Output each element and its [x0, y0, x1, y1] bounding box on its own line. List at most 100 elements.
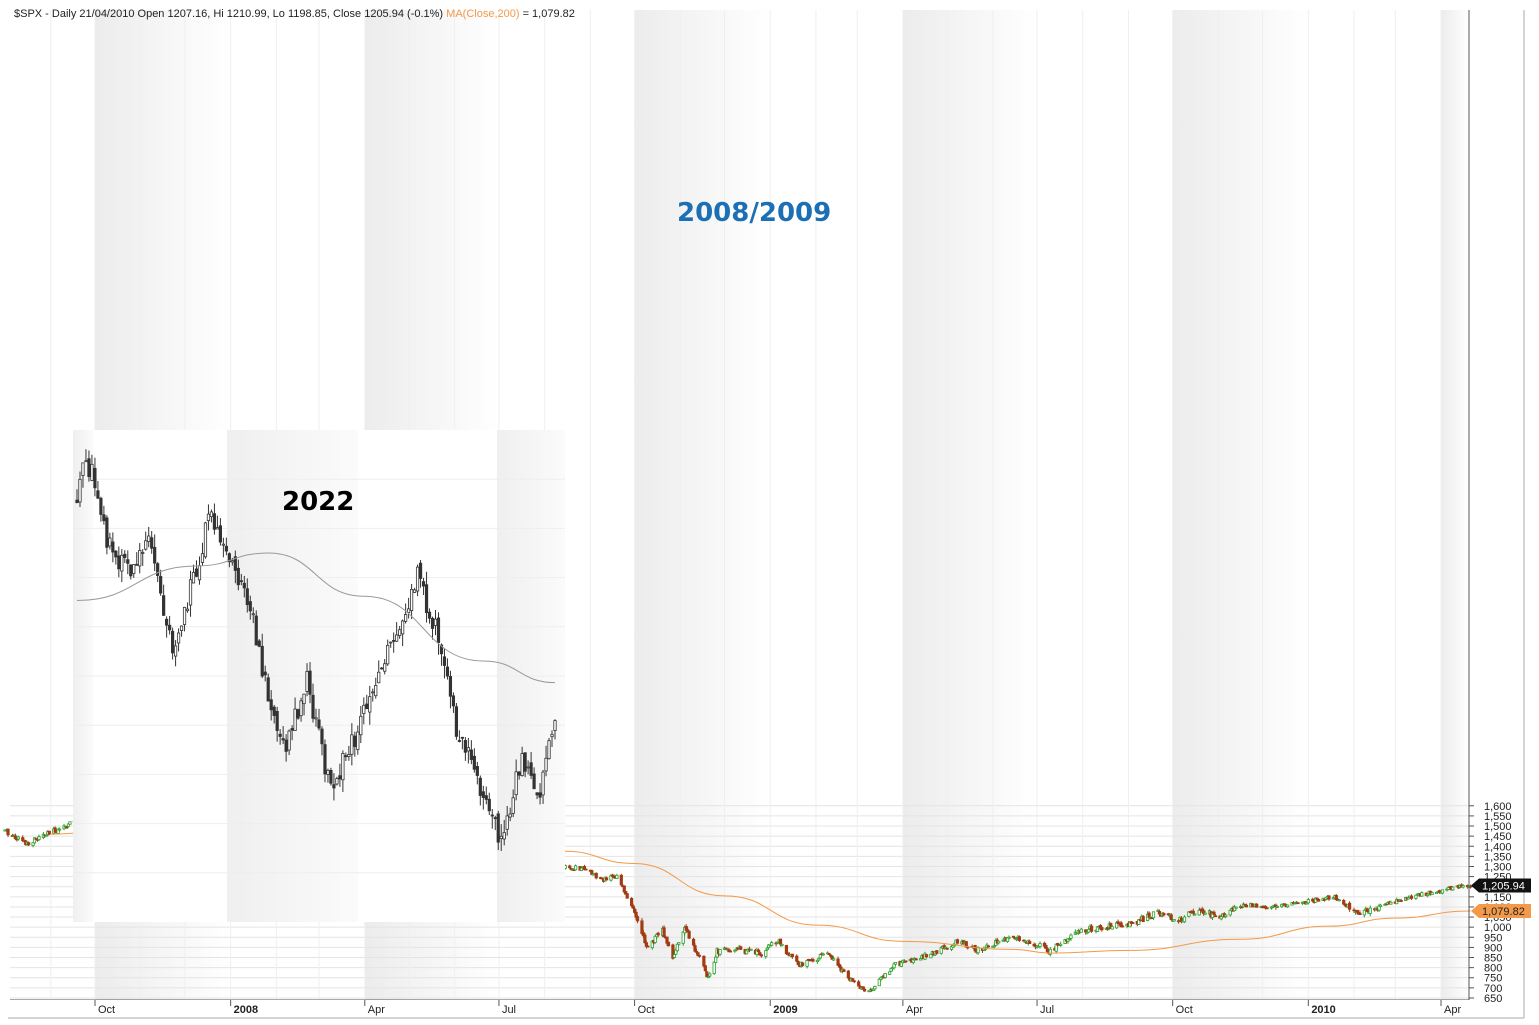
candle — [832, 956, 836, 961]
inset-candle — [206, 504, 211, 531]
candle — [1131, 922, 1135, 924]
inset-candle-body — [338, 775, 342, 780]
inset-candle-body — [281, 738, 285, 741]
inset-candle-body — [409, 589, 414, 611]
candle-body — [1141, 916, 1145, 922]
candle-body — [883, 973, 887, 978]
candle-body — [1038, 943, 1042, 947]
inset-candle-body — [541, 771, 545, 796]
inset-candle — [266, 673, 270, 702]
candle-body — [681, 931, 685, 944]
inset-candle-body — [499, 835, 503, 839]
inset-candle — [150, 530, 154, 554]
inset-candle-body — [389, 641, 393, 644]
candle-body — [1212, 911, 1216, 915]
inset-candle — [138, 543, 142, 574]
candle-body — [691, 938, 696, 946]
inset-candle-body — [114, 550, 118, 558]
candle — [1275, 905, 1279, 908]
candle — [619, 873, 623, 887]
inset-candle-body — [188, 579, 193, 606]
inset-candle-body — [251, 613, 255, 616]
inset-candle — [269, 690, 273, 721]
quarter-band — [902, 10, 1038, 1000]
inset-candle-body — [221, 543, 225, 546]
inset-candle-body — [350, 734, 354, 755]
inset-candle — [221, 537, 225, 558]
candle — [759, 954, 763, 958]
inset-candle-body — [311, 694, 315, 719]
inset-candle — [215, 515, 220, 530]
inset-candle — [523, 752, 527, 778]
candle — [718, 948, 722, 957]
inset-candle-body — [215, 527, 220, 530]
inset-candle — [284, 734, 288, 762]
inset-candle-body — [529, 762, 533, 776]
inset-candle — [350, 723, 354, 766]
candle — [594, 872, 598, 880]
inset-candle-body — [517, 771, 521, 776]
candle-body — [568, 865, 572, 869]
candle-body — [1213, 915, 1218, 918]
inset-candle-body — [395, 634, 399, 642]
inset-candle — [475, 761, 479, 785]
candle-body — [1176, 920, 1181, 923]
candle-body — [1275, 906, 1279, 908]
candle — [801, 962, 805, 967]
inset-candle-body — [502, 832, 506, 840]
inset-candle-body — [392, 640, 396, 642]
candle-body — [945, 947, 949, 950]
candle — [1172, 919, 1176, 922]
candle — [677, 942, 681, 946]
candle — [1255, 903, 1259, 908]
candle-body — [1182, 916, 1187, 923]
inset-candle — [99, 496, 103, 522]
inset-candle-body — [478, 777, 482, 796]
inset-candle — [401, 619, 405, 647]
inset-candle — [117, 546, 121, 578]
candle-body — [6, 828, 10, 836]
candle-body — [1224, 914, 1228, 917]
inset-candle — [520, 746, 524, 777]
inset-candle — [529, 751, 533, 779]
inset-candle — [526, 760, 530, 775]
inset-candle-body — [90, 463, 94, 481]
candle — [646, 945, 650, 948]
inset-candle-body — [245, 588, 249, 606]
candle-body — [1079, 928, 1083, 933]
inset-candle-body — [102, 514, 106, 522]
inset-candle-body — [439, 644, 444, 655]
inset-candle-body — [404, 614, 408, 622]
candle — [1182, 915, 1187, 924]
candle — [584, 868, 588, 871]
candle-body — [687, 930, 691, 939]
candle-body — [739, 946, 743, 950]
inset-candle — [535, 792, 539, 800]
inset-candle — [176, 628, 181, 652]
inset-candle-body — [493, 817, 497, 820]
candle-body — [1017, 936, 1021, 941]
inset-candle — [320, 726, 324, 756]
inset-candle — [200, 542, 205, 566]
candle-body — [1193, 913, 1197, 916]
inset-candle — [278, 729, 282, 745]
candle — [27, 841, 31, 847]
inset-candle — [344, 752, 348, 761]
inset-candle-body — [553, 720, 557, 731]
inset-candle-body — [463, 740, 467, 753]
candle — [924, 954, 929, 958]
inset-candle — [496, 810, 500, 851]
candle-body — [775, 941, 780, 944]
candle-body — [1234, 906, 1238, 909]
candle — [1162, 912, 1166, 917]
inset-candle — [368, 685, 372, 725]
inset-candle — [275, 706, 279, 742]
candle-body — [857, 981, 861, 987]
inset-candle — [233, 550, 237, 584]
candle — [857, 979, 861, 987]
candle-body — [973, 945, 977, 952]
candle — [1141, 914, 1145, 922]
candle-body — [1265, 907, 1269, 910]
candle-body — [1389, 901, 1393, 905]
candle — [770, 940, 774, 947]
